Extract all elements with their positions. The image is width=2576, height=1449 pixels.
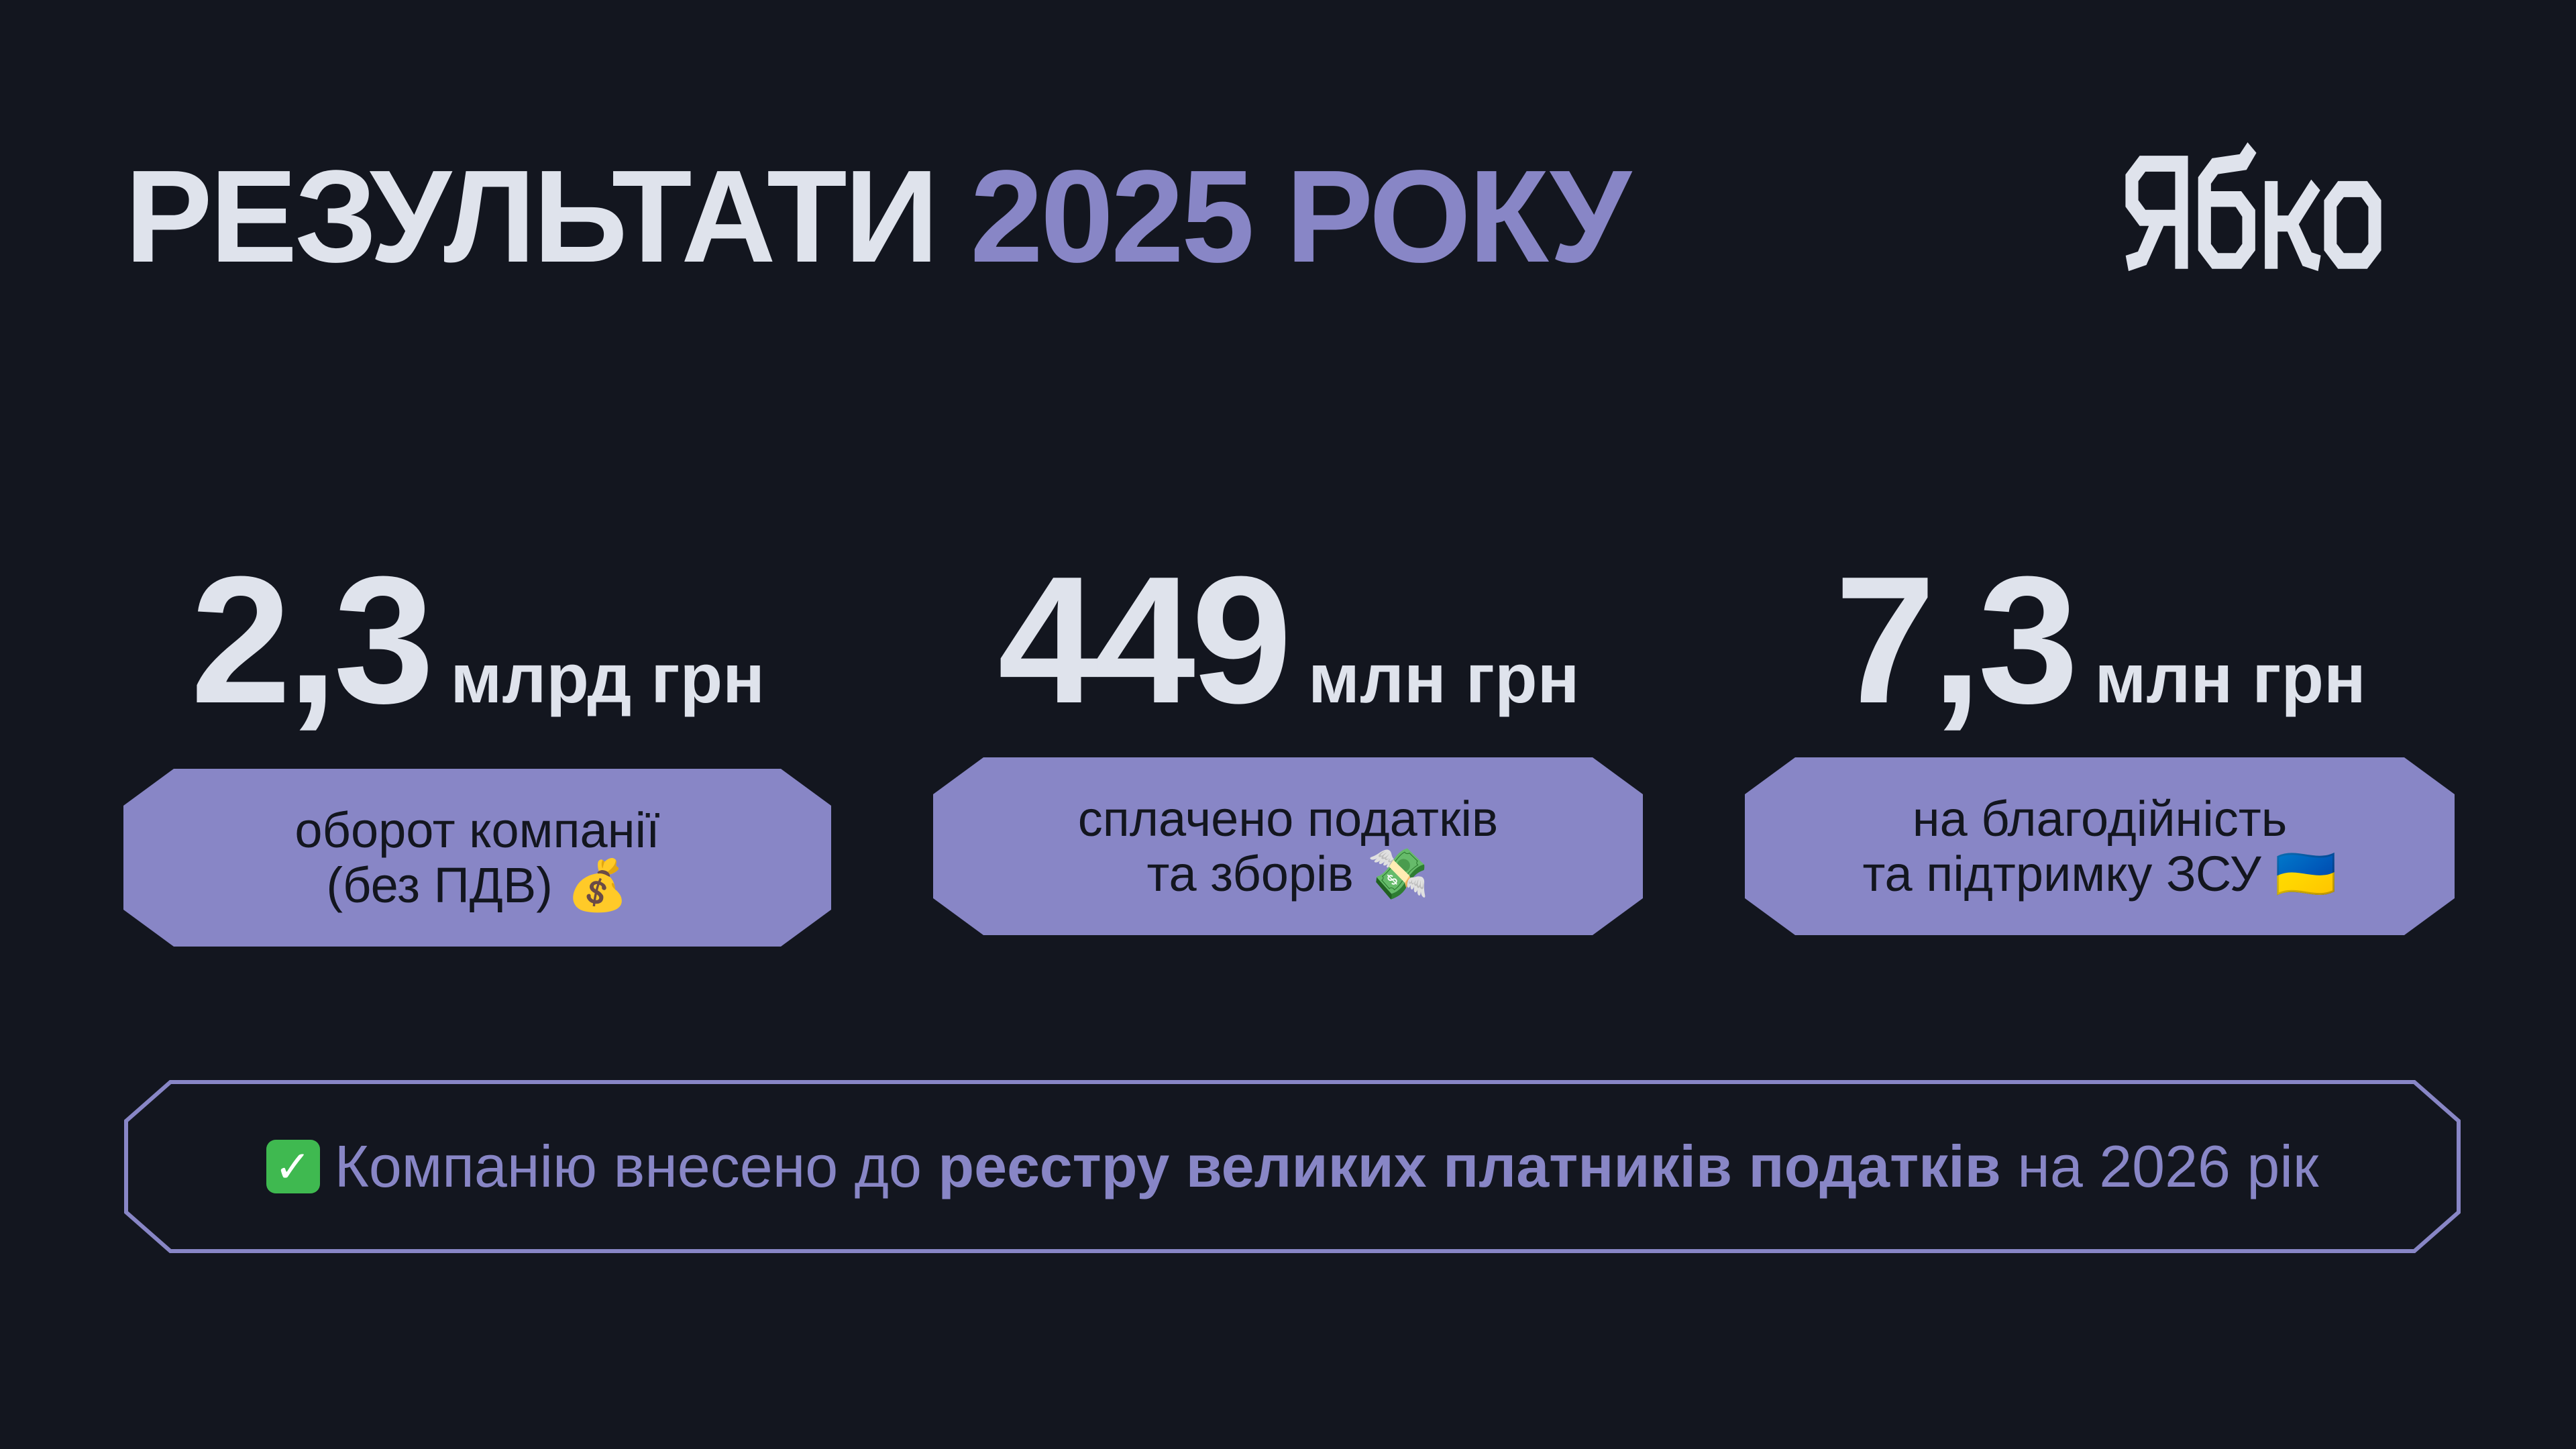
stat-unit: млрд грн xyxy=(450,640,765,718)
check-mark-icon: ✓ xyxy=(266,1140,320,1193)
stat-label-card: оборот компанії (без ПДВ) 💰 xyxy=(123,769,831,947)
stat-value: 449 xyxy=(998,539,1292,741)
registry-banner: ✓ Компанію внесено до реєстру великих пла… xyxy=(123,1079,2461,1254)
stat-unit: млн грн xyxy=(2094,640,2366,718)
banner-text: Компанію внесено до xyxy=(334,1133,922,1199)
ukraine-flag-icon: 🇺🇦 xyxy=(2275,845,2337,902)
stat-label-card: сплачено податків та зборів 💸 xyxy=(933,757,1643,935)
banner-text-bold: реєстру великих платників податків xyxy=(938,1133,2001,1199)
stat-taxes: 449 млн грн xyxy=(933,550,1644,731)
label-line: та зборів xyxy=(1146,845,1354,902)
title-main: РЕЗУЛЬТАТИ xyxy=(125,143,939,290)
money-bag-icon: 💰 xyxy=(566,857,629,913)
label-line: та підтримку ЗСУ xyxy=(1862,845,2261,902)
title-accent: 2025 РОКУ xyxy=(970,143,1631,290)
label-line: сплачено податків xyxy=(1077,790,1499,847)
label-line: оборот компанії xyxy=(294,802,660,858)
stat-label-card: на благодійність та підтримку ЗСУ 🇺🇦 xyxy=(1745,757,2455,935)
stat-charity: 7,3 млн грн xyxy=(1745,550,2456,731)
banner-text: на 2026 рік xyxy=(2017,1133,2319,1199)
money-wings-icon: 💸 xyxy=(1367,845,1430,902)
label-line: (без ПДВ) xyxy=(326,857,553,913)
page-title: РЕЗУЛЬТАТИ 2025 РОКУ xyxy=(125,151,1631,282)
stat-value: 7,3 xyxy=(1835,539,2078,741)
label-line: на благодійність xyxy=(1912,790,2288,847)
banner-outline xyxy=(124,1080,2461,1253)
stat-turnover: 2,3 млрд грн xyxy=(122,550,833,731)
stat-unit: млн грн xyxy=(1308,640,1580,718)
stat-value: 2,3 xyxy=(191,539,434,741)
yabko-logo xyxy=(2125,142,2381,272)
